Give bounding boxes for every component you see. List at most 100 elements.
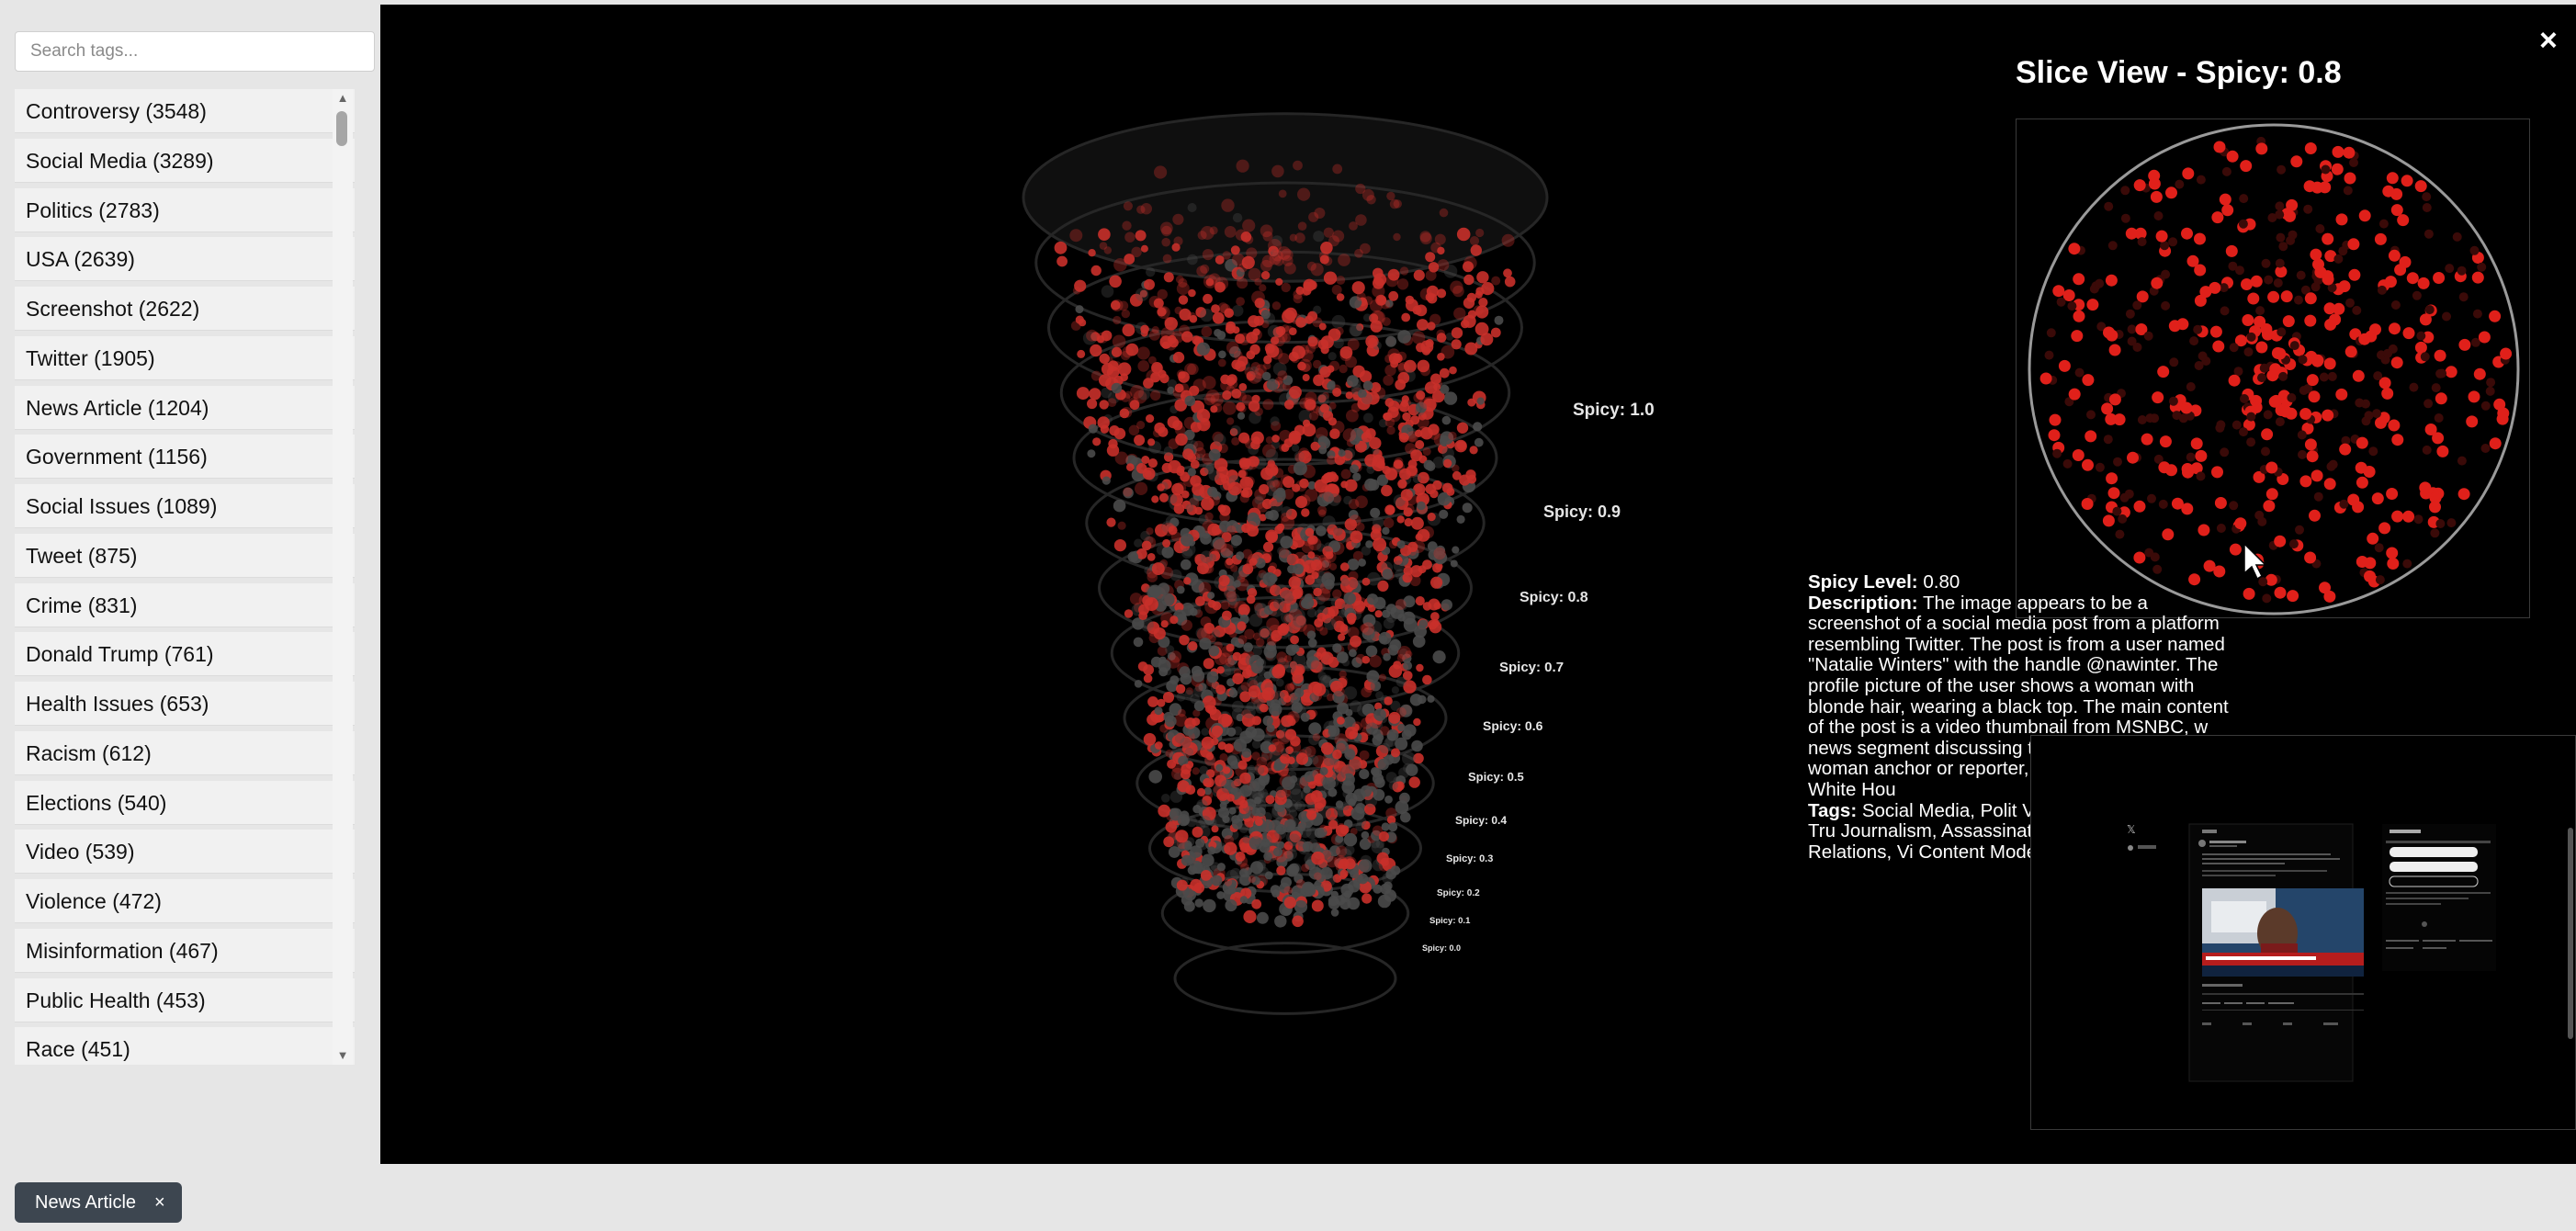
tag-list-item[interactable]: Crime (831) [15, 582, 355, 627]
cone-point [1277, 624, 1289, 636]
cone-point [1317, 339, 1329, 350]
cone-point [1088, 249, 1096, 257]
cone-point [1271, 833, 1282, 844]
tag-list-item[interactable]: Donald Trump (761) [15, 632, 355, 677]
slice-point [2331, 163, 2344, 175]
cone-point [1253, 367, 1265, 379]
cone-point [1226, 323, 1236, 334]
cone-point [1311, 660, 1320, 669]
cone-point [1121, 309, 1130, 319]
slice-point [2297, 430, 2307, 440]
cone-point [1184, 888, 1197, 901]
cone-point [1111, 382, 1123, 394]
cone-point [1339, 848, 1352, 862]
tag-list-item[interactable]: USA (2639) [15, 237, 355, 282]
tag-list-item[interactable]: Elections (540) [15, 780, 355, 825]
slice-point [2478, 331, 2491, 344]
3d-viewport[interactable]: Spicy: 1.0 Spicy: 0.9 Spicy: 0.8 Spicy: 0.7… [380, 5, 2576, 1164]
cone-point [1397, 479, 1407, 489]
slice-point [2338, 246, 2348, 256]
cone-point [1403, 595, 1416, 608]
cone-point [1278, 189, 1287, 198]
cone-point [1355, 653, 1366, 664]
scroll-up-arrow-icon[interactable]: ▲ [336, 91, 349, 105]
cone-point [1350, 635, 1361, 648]
cone-point [1372, 284, 1385, 299]
scroll-down-arrow-icon[interactable]: ▼ [336, 1048, 349, 1062]
tag-list-item[interactable]: Government (1156) [15, 435, 355, 480]
cone-point [1306, 261, 1316, 271]
cone-point [1215, 774, 1227, 787]
cone-point [1167, 378, 1178, 390]
cone-point [1337, 772, 1346, 782]
tag-list-item[interactable]: Public Health (453) [15, 977, 355, 1022]
tag-list-item[interactable]: Social Issues (1089) [15, 484, 355, 528]
tag-list-item[interactable]: Twitter (1905) [15, 335, 355, 380]
remove-filter-close-icon[interactable]: × [154, 1192, 165, 1213]
slice-point [2147, 493, 2156, 503]
tag-list-item[interactable]: Race (451) [15, 1027, 355, 1065]
cone-point [1205, 462, 1215, 471]
cone-point [1292, 444, 1300, 452]
slice-point [2158, 461, 2171, 474]
tag-list-item[interactable]: Social Media (3289) [15, 138, 355, 183]
cone-point [1218, 574, 1230, 587]
slice-point [2181, 503, 2194, 515]
cone-point [1344, 749, 1356, 761]
preview-scrollbar[interactable] [2568, 828, 2573, 1039]
cone-point [1494, 315, 1504, 325]
tag-list-item[interactable]: Violence (472) [15, 879, 355, 923]
cone-point [1224, 226, 1237, 238]
slice-point [2347, 493, 2360, 506]
tag-list-item[interactable]: Controversy (3548) [15, 89, 355, 133]
slice-point [2062, 289, 2075, 301]
cone-point [1272, 847, 1283, 857]
scroll-thumb[interactable] [336, 111, 347, 146]
cone-point [1344, 858, 1356, 870]
cone-point [1189, 385, 1200, 396]
slice-point [2135, 323, 2148, 335]
cone-point [1168, 830, 1179, 841]
slice-point [2133, 500, 2146, 513]
cone-point [1336, 742, 1346, 752]
image-preview[interactable]: 𝕏 [2030, 735, 2576, 1130]
cone-point [1379, 636, 1387, 645]
cone-point [1138, 611, 1148, 620]
cone-point [1393, 556, 1403, 565]
tag-list-item[interactable]: Misinformation (467) [15, 928, 355, 973]
slice-point [2101, 402, 2114, 415]
slice-point [2211, 466, 2223, 479]
cone-point [1351, 281, 1365, 295]
cone-point [1269, 573, 1278, 583]
close-icon[interactable]: × [2539, 23, 2558, 58]
cone-point [1175, 733, 1185, 744]
tag-list-item[interactable]: Health Issues (653) [15, 682, 355, 726]
cone-point [1314, 618, 1324, 627]
tag-search-input[interactable] [15, 31, 375, 72]
slice-scatter[interactable] [2017, 119, 2531, 619]
slice-view-panel[interactable] [2016, 119, 2530, 618]
tag-list-item[interactable]: Screenshot (2622) [15, 287, 355, 331]
cone-point [1359, 880, 1372, 894]
cone-point [1176, 468, 1185, 477]
tag-list-item[interactable]: News Article (1204) [15, 385, 355, 430]
tag-list-item[interactable]: Tweet (875) [15, 533, 355, 578]
cone-point [1211, 725, 1224, 737]
cone-point [1283, 841, 1294, 851]
cone-point [1151, 562, 1165, 576]
cone-point [1294, 424, 1305, 436]
slice-point [2165, 186, 2177, 199]
slice-point [2458, 338, 2471, 351]
cone-point [1226, 643, 1235, 652]
tag-list-item[interactable]: Racism (612) [15, 730, 355, 775]
cone-point [1192, 767, 1200, 775]
cone-point [1262, 231, 1273, 242]
cone-point [1165, 749, 1174, 758]
cone-ring [1022, 112, 1549, 283]
tag-list-scrollbar[interactable]: ▲ ▼ [333, 89, 353, 1065]
tag-list-item[interactable]: Video (539) [15, 830, 355, 875]
tag-list-item[interactable]: Politics (2783) [15, 187, 355, 232]
cone-point [1133, 637, 1144, 648]
cone-point [1313, 374, 1325, 387]
